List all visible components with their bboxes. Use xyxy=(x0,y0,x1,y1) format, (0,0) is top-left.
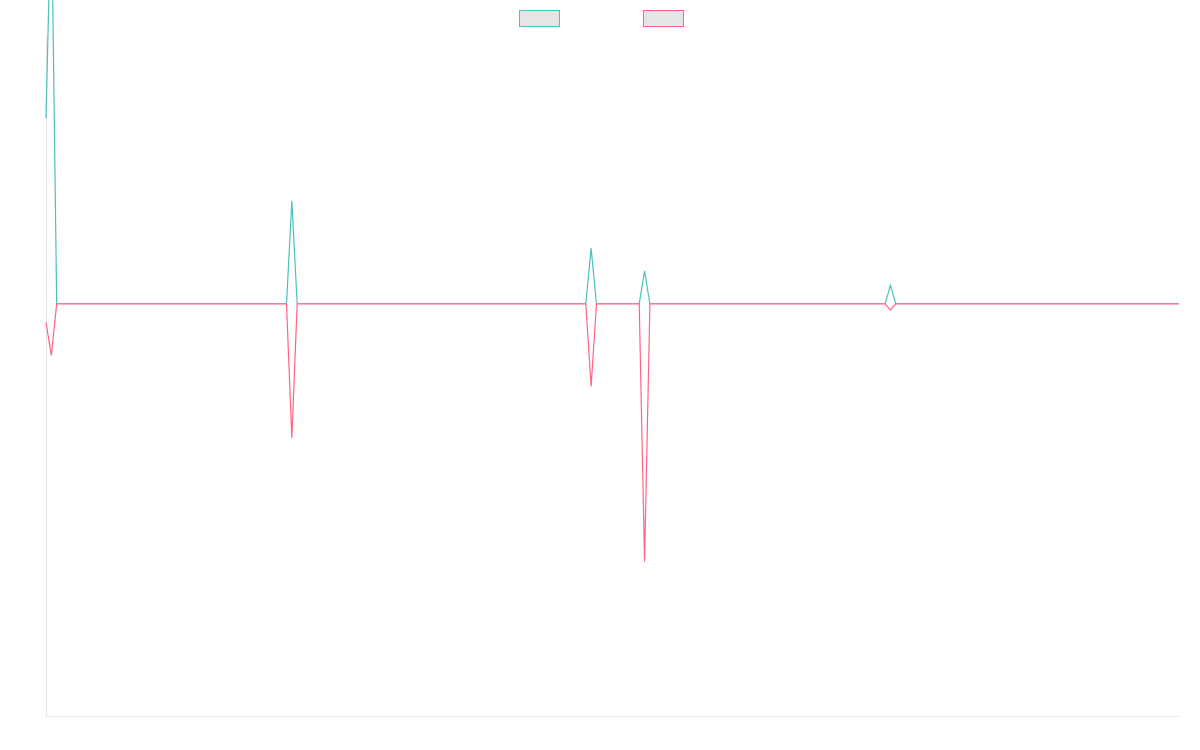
legend-swatch-1[interactable] xyxy=(519,10,560,27)
legend[interactable] xyxy=(519,10,684,27)
chart-axes xyxy=(46,36,1179,717)
series-layer xyxy=(45,0,1179,562)
legend-swatch-2[interactable] xyxy=(643,10,684,27)
series-line-1[interactable] xyxy=(45,0,1179,305)
series-line-2[interactable] xyxy=(45,303,1179,562)
